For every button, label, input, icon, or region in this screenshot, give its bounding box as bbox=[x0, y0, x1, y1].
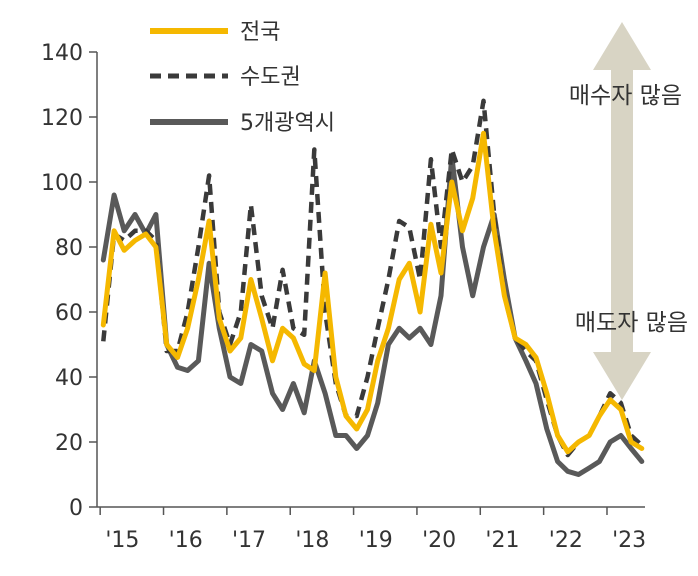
x-tick-label: '22 bbox=[549, 528, 583, 553]
y-tick-label: 120 bbox=[41, 106, 83, 131]
legend-label-3: 5개광역시 bbox=[240, 111, 335, 136]
annotation-buyers-many: 매수자 많음 bbox=[569, 83, 682, 109]
x-tick-label: '19 bbox=[359, 528, 393, 553]
x-tick-label: '15 bbox=[105, 528, 139, 553]
axes: 0 20 40 60 80 100 120 140 '15 '16 '17 '18 '19 '20 '21 '… bbox=[41, 41, 646, 553]
legend-label-1: 전국 bbox=[240, 20, 280, 45]
x-tick-label: '16 bbox=[169, 528, 203, 553]
y-tick-label: 40 bbox=[55, 366, 83, 391]
y-tick-label: 140 bbox=[41, 41, 83, 66]
annotations: 매수자 많음 매도자 많음 bbox=[569, 83, 688, 336]
x-tick-label: '23 bbox=[612, 528, 646, 553]
series-line-2 bbox=[101, 98, 644, 458]
x-tick-label: '21 bbox=[485, 528, 519, 553]
y-tick-label: 0 bbox=[69, 496, 83, 521]
series-line-3 bbox=[100, 153, 645, 477]
y-tick-label: 80 bbox=[55, 236, 83, 261]
y-tick-label: 20 bbox=[55, 431, 83, 456]
series-lines bbox=[100, 98, 645, 477]
x-tick-label: '18 bbox=[295, 528, 329, 553]
y-tick-label: 100 bbox=[41, 171, 83, 196]
x-tick-label: '20 bbox=[422, 528, 456, 553]
series-line-1 bbox=[100, 130, 645, 455]
buyer-seller-arrow bbox=[593, 22, 651, 400]
x-tick-label: '17 bbox=[232, 528, 266, 553]
legend-label-2: 수도권 bbox=[240, 65, 301, 90]
y-tick-label: 60 bbox=[55, 301, 83, 326]
annotation-sellers-many: 매도자 많음 bbox=[575, 310, 688, 336]
double-arrow bbox=[593, 22, 651, 400]
